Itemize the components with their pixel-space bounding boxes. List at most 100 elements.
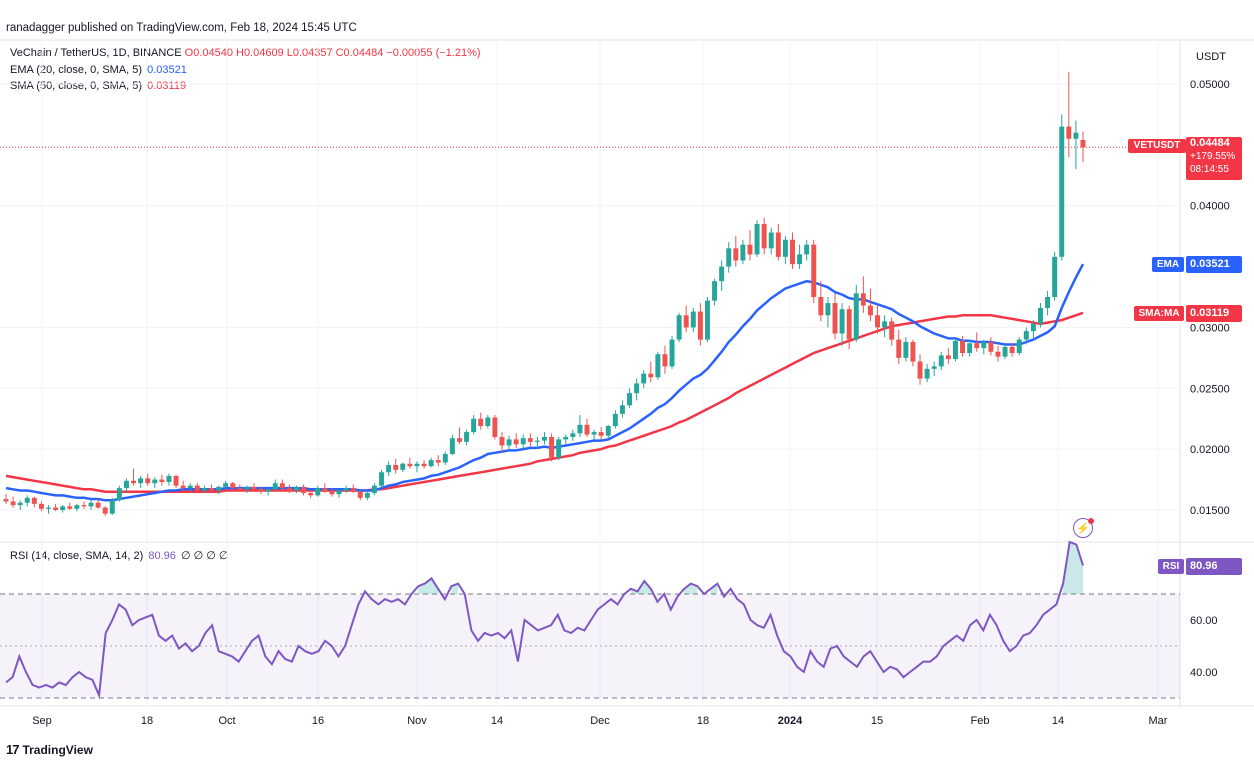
candle-body xyxy=(1045,297,1051,308)
candle-body xyxy=(754,223,760,255)
candle-body xyxy=(839,309,845,334)
low-value: L0.04357 xyxy=(286,47,333,59)
candle xyxy=(386,461,392,476)
current-price: 0.04484 xyxy=(1190,137,1230,149)
candle-body xyxy=(945,355,951,360)
candle xyxy=(910,339,916,367)
candle-body xyxy=(669,339,675,367)
candle-body xyxy=(818,297,824,316)
candle xyxy=(612,410,618,429)
price-tick-label: 0.01500 xyxy=(1190,505,1230,517)
candle-body xyxy=(832,303,838,334)
close-value: C0.04484 xyxy=(335,47,384,59)
ema-axis-value: 0.03521 xyxy=(1186,256,1242,273)
candle xyxy=(945,348,951,364)
candle xyxy=(563,434,569,445)
candle-body xyxy=(605,426,611,436)
price-tick-label: 0.03000 xyxy=(1190,322,1230,334)
bar-countdown: 08:14:55 xyxy=(1190,164,1229,175)
candle xyxy=(882,315,888,338)
candle-body xyxy=(775,232,781,257)
candle-body xyxy=(131,480,137,484)
candle xyxy=(513,433,519,448)
candle xyxy=(832,293,838,340)
candle xyxy=(152,477,158,489)
candle-body xyxy=(697,311,703,340)
candle-body xyxy=(216,486,222,491)
candle xyxy=(896,329,902,364)
candle xyxy=(74,503,80,512)
candle xyxy=(379,469,385,489)
ema-line xyxy=(5,263,1085,502)
candle-body xyxy=(456,438,462,442)
sma-legend-value: 0.03119 xyxy=(147,80,187,92)
candle-body xyxy=(988,342,994,352)
candle-body xyxy=(471,418,477,433)
candle xyxy=(1059,114,1065,261)
candle-body xyxy=(1080,139,1086,148)
candle-body xyxy=(435,460,441,463)
candle xyxy=(464,429,470,446)
candle-body xyxy=(371,485,377,493)
candle-body xyxy=(258,489,264,492)
candle-body xyxy=(492,417,498,437)
candle xyxy=(428,457,434,468)
candle-body xyxy=(173,475,179,486)
candle-body xyxy=(60,506,66,510)
candle xyxy=(860,276,866,313)
candle-body xyxy=(875,315,880,328)
candle xyxy=(768,227,774,255)
candle xyxy=(648,361,654,383)
flash-icon[interactable]: ⚡ xyxy=(1073,518,1094,538)
candle-body xyxy=(46,507,51,509)
candle-body xyxy=(974,343,980,349)
candle xyxy=(527,433,533,447)
ema-axis-tag: EMA xyxy=(1152,257,1184,272)
candle xyxy=(938,351,944,371)
candle xyxy=(995,345,1001,362)
candle xyxy=(782,236,788,265)
candle-body xyxy=(627,393,633,406)
candle xyxy=(952,337,958,362)
time-tick-label: Sep xyxy=(32,715,52,727)
candle-body xyxy=(24,497,30,503)
candle xyxy=(173,474,179,489)
candle-body xyxy=(740,244,746,261)
rsi-legend[interactable]: RSI (14, close, SMA, 14, 2) 80.96 ∅ ∅ ∅ … xyxy=(10,549,228,562)
candle-body xyxy=(17,502,23,506)
candle-body xyxy=(1052,256,1058,297)
candle-body xyxy=(102,507,108,514)
candle-body xyxy=(860,293,866,306)
candle-body xyxy=(159,479,165,483)
candle xyxy=(166,473,172,486)
ema-legend[interactable]: EMA (20, close, 0, SMA, 5) 0.03521 xyxy=(10,64,187,76)
candle xyxy=(116,485,122,502)
candle-body xyxy=(286,488,292,491)
rsi-overbought-fill xyxy=(710,583,718,594)
candle xyxy=(95,499,101,509)
ema-legend-label: EMA (20, close, 0, SMA, 5) xyxy=(10,64,143,76)
currency-unit[interactable]: USDT xyxy=(1196,51,1226,63)
candle-body xyxy=(811,244,817,297)
time-tick-label: Oct xyxy=(218,715,235,727)
candle-body xyxy=(676,315,682,340)
candle xyxy=(846,305,852,350)
price-tick-label: 0.02500 xyxy=(1190,383,1230,395)
candle xyxy=(1002,344,1008,360)
candle xyxy=(159,474,165,486)
candle-body xyxy=(534,440,540,442)
candle xyxy=(67,502,73,510)
candle xyxy=(471,415,477,435)
symbol-name[interactable]: VeChain / TetherUS, 1D, BINANCE xyxy=(10,47,182,59)
candle xyxy=(761,217,767,255)
candle-body xyxy=(350,488,356,492)
candle-body xyxy=(180,485,186,489)
candle xyxy=(400,462,406,473)
candle-body xyxy=(981,342,987,349)
candle-body xyxy=(712,281,718,301)
candle xyxy=(393,458,399,474)
candle-body xyxy=(187,485,193,489)
sma-legend[interactable]: SMA (50, close, 0, SMA, 5) 0.03119 xyxy=(10,80,186,92)
tradingview-logo: 17 TradingView xyxy=(6,742,93,757)
